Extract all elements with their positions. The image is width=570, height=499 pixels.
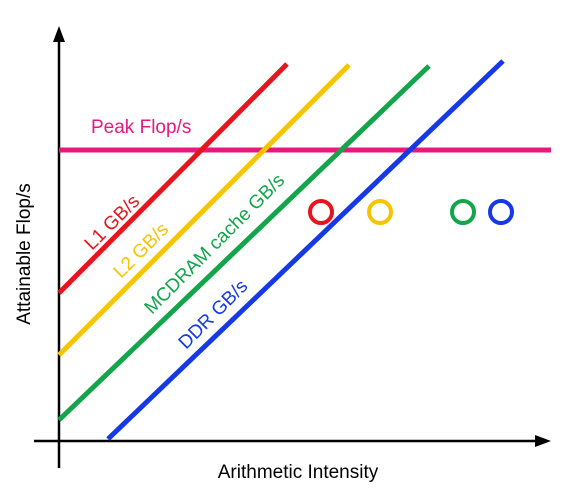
- mcdram-bandwidth-label: MCDRAM cache GB/s: [141, 170, 289, 318]
- y-axis-label: Attainable Flop/s: [14, 183, 35, 325]
- l1-marker: [308, 199, 334, 225]
- x-axis-arrow: [535, 435, 551, 447]
- x-axis-label: Arithmetic Intensity: [218, 462, 379, 483]
- y-axis-arrow: [53, 26, 65, 42]
- l1-bandwidth-line: [57, 62, 289, 295]
- l2-bandwidth-line: [57, 63, 351, 357]
- peak-flops-label: Peak Flop/s: [91, 117, 191, 138]
- mcdram-bandwidth-line: [57, 64, 431, 422]
- ddr-marker: [488, 199, 514, 225]
- mcdram-marker: [450, 199, 476, 225]
- l2-marker: [367, 199, 393, 225]
- ddr-bandwidth-line: [106, 59, 505, 441]
